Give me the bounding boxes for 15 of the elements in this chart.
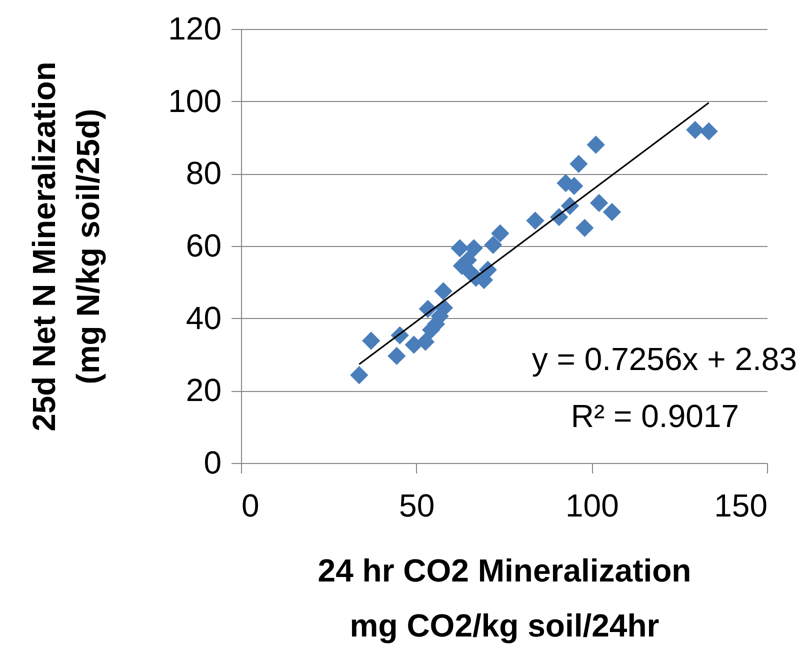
y-tick-label: 60 [186,228,222,264]
annotation: y = 0.7256x + 2.83 [532,341,797,377]
x-tick-label: 150 [714,488,768,524]
y-tick-label: 120 [168,10,222,46]
y-tick-label: 40 [186,300,222,336]
y-tick-label: 80 [186,155,222,192]
x-tick-label: 0 [242,488,260,524]
annotation: R² = 0.9017 [570,398,739,434]
x-tick-label: 50 [399,488,435,524]
y-tick-label: 100 [168,82,222,119]
y-tick-label: 20 [186,372,222,408]
x-axis-title: 24 hr CO2 Mineralization mg CO2/kg soil/24hr [318,552,692,644]
y-axis-title: 25d Net N Mineralization (mg N/kg soil/25d) [26,62,106,432]
y-tick-label: 0 [204,444,222,480]
x-tick-label: 100 [565,488,619,524]
